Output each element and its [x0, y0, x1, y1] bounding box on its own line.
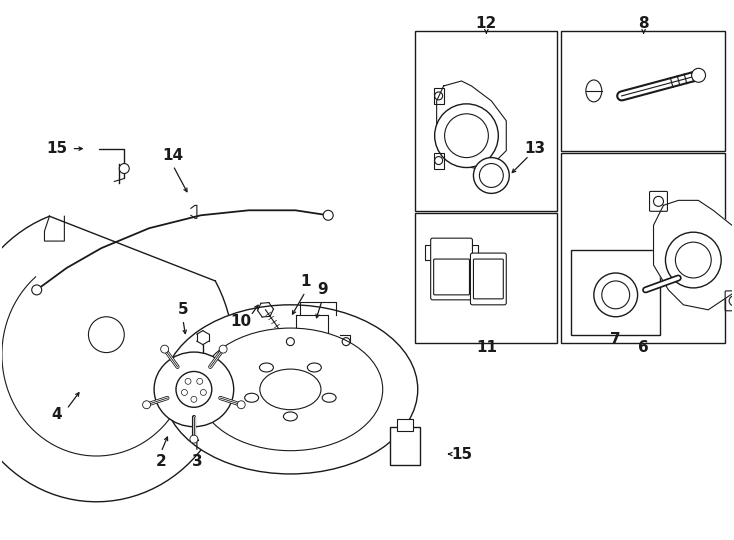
Polygon shape — [437, 81, 506, 171]
Text: 12: 12 — [476, 16, 497, 31]
Ellipse shape — [260, 363, 273, 372]
Circle shape — [191, 396, 197, 402]
Text: 9: 9 — [317, 282, 327, 298]
Ellipse shape — [244, 393, 258, 402]
FancyBboxPatch shape — [470, 253, 506, 305]
Circle shape — [323, 210, 333, 220]
Text: 13: 13 — [525, 141, 545, 156]
Circle shape — [32, 285, 42, 295]
Circle shape — [181, 389, 187, 395]
Text: 4: 4 — [51, 407, 62, 422]
Circle shape — [479, 164, 504, 187]
Bar — [390, 427, 420, 465]
Text: 15: 15 — [46, 141, 68, 156]
Circle shape — [200, 389, 206, 395]
Ellipse shape — [198, 328, 382, 451]
Bar — [434, 153, 443, 168]
Circle shape — [445, 114, 488, 158]
Bar — [434, 88, 443, 104]
Circle shape — [120, 164, 129, 173]
Text: 15: 15 — [451, 447, 472, 462]
Circle shape — [435, 104, 498, 167]
Circle shape — [190, 435, 198, 443]
Text: 5: 5 — [178, 302, 188, 318]
Bar — [561, 153, 725, 342]
Ellipse shape — [260, 369, 321, 410]
Text: 8: 8 — [639, 16, 649, 31]
Bar — [397, 419, 413, 431]
Bar — [415, 213, 557, 342]
Circle shape — [197, 379, 203, 384]
Text: 1: 1 — [300, 274, 310, 289]
Ellipse shape — [308, 363, 321, 372]
Circle shape — [237, 401, 245, 409]
Circle shape — [185, 379, 191, 384]
Circle shape — [142, 401, 150, 409]
Text: 3: 3 — [192, 454, 202, 469]
Ellipse shape — [283, 412, 297, 421]
Text: 7: 7 — [611, 332, 621, 347]
Circle shape — [473, 158, 509, 193]
Circle shape — [675, 242, 711, 278]
Text: 2: 2 — [156, 454, 167, 469]
Bar — [571, 250, 661, 335]
Text: 11: 11 — [476, 340, 497, 355]
Text: 6: 6 — [638, 340, 649, 355]
Circle shape — [176, 372, 212, 407]
Circle shape — [594, 273, 638, 317]
Text: 14: 14 — [162, 148, 184, 163]
Circle shape — [666, 232, 722, 288]
Polygon shape — [653, 200, 734, 310]
Circle shape — [161, 345, 169, 353]
Bar — [415, 31, 557, 211]
Ellipse shape — [154, 352, 233, 427]
Ellipse shape — [322, 393, 336, 402]
FancyBboxPatch shape — [431, 238, 473, 300]
Circle shape — [219, 345, 227, 353]
Circle shape — [602, 281, 630, 309]
Text: 10: 10 — [230, 314, 251, 329]
Bar — [561, 31, 725, 151]
Ellipse shape — [163, 305, 418, 474]
Ellipse shape — [691, 69, 705, 82]
